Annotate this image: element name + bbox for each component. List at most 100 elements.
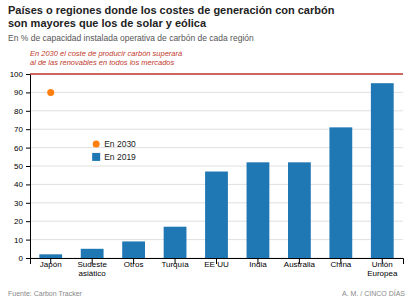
tick-mark <box>26 129 30 130</box>
tick-label: China <box>330 260 351 269</box>
bar <box>205 172 228 258</box>
point <box>47 89 54 96</box>
tick: Japón <box>40 258 62 269</box>
chart-svg: Países o regiones donde los costes de ge… <box>0 0 413 300</box>
tick: Otros <box>124 258 144 269</box>
tick-label: 10 <box>14 236 23 245</box>
tick-mark <box>26 240 30 241</box>
tick-mark <box>26 148 30 149</box>
tick-label: 80 <box>14 107 23 116</box>
tick-mark <box>26 166 30 167</box>
tick-label: 40 <box>14 180 23 189</box>
bar <box>122 241 145 258</box>
tick-label: 0 <box>19 254 24 263</box>
reference-line <box>30 73 403 75</box>
grid-line <box>30 74 403 75</box>
tick-mark <box>26 203 30 204</box>
text-line: Europea <box>367 269 398 278</box>
tick-label: Japón <box>40 260 62 269</box>
tick-mark <box>26 221 30 222</box>
tick: 30 <box>14 199 30 208</box>
tick-mark <box>26 111 30 112</box>
series <box>39 83 393 258</box>
grid <box>30 74 403 258</box>
tick-label: Otros <box>124 260 144 269</box>
bar <box>247 162 270 258</box>
chart-container: Países o regiones donde los costes de ge… <box>0 0 413 300</box>
marks <box>39 83 393 258</box>
legend-swatch <box>93 140 100 147</box>
tick: 20 <box>14 217 30 226</box>
legend-swatch <box>92 153 100 161</box>
text-line: Turquía <box>161 260 189 269</box>
bar <box>81 249 104 258</box>
bar <box>371 83 394 258</box>
plot: 0 10 20 30 40 50 60 70 80 90 100 Japón Sudesteasiáti… <box>10 49 404 278</box>
tick: 90 <box>14 88 30 97</box>
grid-line <box>30 92 403 93</box>
bar <box>288 162 311 258</box>
text-line: asiático <box>79 269 107 278</box>
bar <box>329 127 352 258</box>
tick-label: 20 <box>14 217 23 226</box>
tick-label: 70 <box>14 125 23 134</box>
tick: China <box>330 258 351 269</box>
credit: A. M. / CINCO DÍAS <box>342 289 405 297</box>
bar <box>39 254 62 258</box>
text-line: China <box>330 260 351 269</box>
tick: 50 <box>14 162 30 171</box>
legend-label: En 2019 <box>104 152 136 162</box>
tick-label: Australia <box>284 260 316 269</box>
tick: 70 <box>14 125 30 134</box>
text-line: Unión <box>372 260 393 269</box>
legend: En 2030 En 2019 <box>92 139 136 162</box>
tick: Australia <box>284 258 316 269</box>
tick-label: 60 <box>14 144 23 153</box>
tick: 80 <box>14 107 30 116</box>
tick: India <box>249 258 267 269</box>
tick-label: UniónEuropea <box>367 260 398 278</box>
axis-line <box>26 75 31 259</box>
tick-label: 30 <box>14 199 23 208</box>
title: Países o regiones donde los costes de ge… <box>8 4 335 29</box>
legend-item: En 2019 <box>92 152 136 162</box>
text-line: EE UU <box>204 260 229 269</box>
tick: Turquía <box>161 258 189 269</box>
tick-label: 50 <box>14 162 23 171</box>
y-axis: 0 10 20 30 40 50 60 70 80 90 100 <box>10 70 31 263</box>
legend-item: En 2030 <box>93 139 136 149</box>
tick: 0 <box>19 254 30 263</box>
text-line: son mayores que los de solar y eólica <box>8 17 207 29</box>
tick: 10 <box>14 236 30 245</box>
source: Fuente: Carbon Tracker <box>8 290 83 297</box>
tick: EE UU <box>204 258 229 269</box>
text-line: al de las renovables en todos los mercad… <box>30 58 175 67</box>
tick-label: 100 <box>10 70 24 79</box>
reference-label: En 2030 el coste de producir carbón supe… <box>30 49 182 67</box>
legend-label: En 2030 <box>104 139 136 149</box>
bar <box>164 227 187 258</box>
series <box>47 89 54 96</box>
text-line: En 2030 el coste de producir carbón supe… <box>30 49 182 58</box>
tick-label: Turquía <box>161 260 189 269</box>
text-line: Australia <box>284 260 316 269</box>
subtitle: En % de capacidad instalada operativa de… <box>8 33 254 43</box>
tick-mark <box>26 184 30 185</box>
text-line: Japón <box>40 260 62 269</box>
tick: 40 <box>14 180 30 189</box>
text-line: Países o regiones donde los costes de ge… <box>8 4 335 16</box>
text-line: Sudeste <box>77 260 107 269</box>
tick: 60 <box>14 144 30 153</box>
tick-mark <box>26 74 30 75</box>
tick-label: India <box>249 260 267 269</box>
tick: UniónEuropea <box>367 258 398 278</box>
tick-mark <box>26 258 30 259</box>
x-axis: Japón Sudesteasiático Otros Turquía EE UU Ind… <box>31 258 404 278</box>
text-line: India <box>249 260 267 269</box>
tick-mark <box>26 92 30 93</box>
tick: 100 <box>10 70 30 79</box>
tick: Sudesteasiático <box>77 258 107 278</box>
grid-line <box>30 110 403 111</box>
text-line: Otros <box>124 260 144 269</box>
tick-label: EE UU <box>204 260 229 269</box>
